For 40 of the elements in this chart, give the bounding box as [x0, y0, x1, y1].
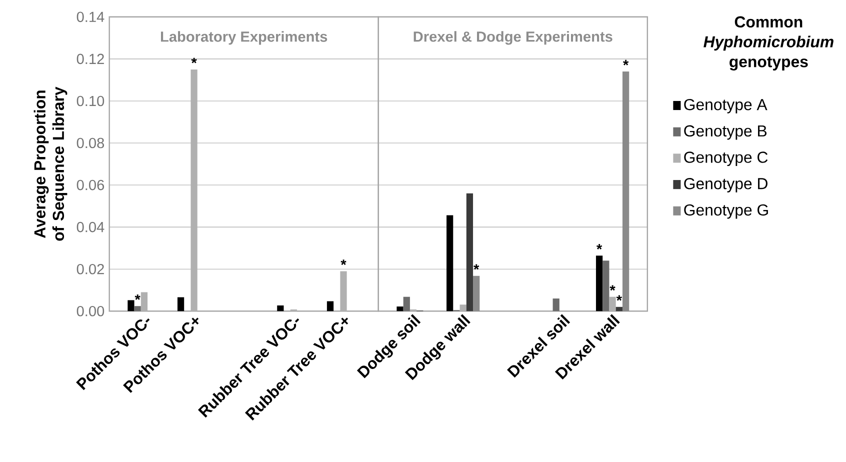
bar	[622, 71, 630, 312]
bar	[602, 260, 610, 312]
y-axis-title: Average Proportion of Sequence Library	[34, 86, 68, 241]
data-label: *	[616, 295, 622, 301]
data-label: *	[474, 264, 480, 270]
legend-label: Genotype D	[684, 178, 768, 192]
bar	[552, 298, 560, 312]
text: Laboratory Experiments	[160, 31, 328, 45]
y-tick-label: 0.02	[76, 264, 104, 274]
y-tick-label: 0.04	[76, 222, 104, 232]
bar	[403, 296, 410, 312]
y-tick-label: 0.00	[76, 306, 104, 316]
bar	[326, 301, 334, 312]
y-tick-label: 0.10	[76, 96, 104, 106]
text: Drexel & Dodge Experiments	[414, 31, 612, 45]
data-label: *	[191, 58, 197, 64]
bar	[596, 256, 603, 312]
legend-label: Genotype B	[684, 125, 767, 140]
data-label: *	[623, 60, 629, 66]
bar	[177, 297, 184, 312]
y-tick-label: 0.08	[76, 138, 104, 148]
data-label: *	[596, 244, 602, 250]
legend-label: Genotype G	[684, 204, 768, 219]
bar	[473, 276, 480, 312]
data-label: *	[340, 259, 346, 265]
legend-title: Common Hyphomicrobium genotypes	[704, 16, 834, 70]
data-label: *	[610, 285, 616, 291]
legend-label: Genotype C	[684, 152, 768, 166]
bar	[446, 215, 454, 312]
bar	[616, 306, 622, 312]
legend-label: Genotype A	[684, 98, 768, 114]
bar	[128, 300, 134, 312]
y-tick-label: 0.14	[76, 12, 104, 22]
bar	[396, 306, 404, 312]
bar	[277, 305, 284, 312]
bar	[466, 193, 474, 312]
data-label: *	[134, 294, 140, 300]
bar	[134, 306, 141, 312]
y-tick-label: 0.12	[76, 54, 104, 64]
y-tick-label: 0.06	[76, 180, 104, 190]
